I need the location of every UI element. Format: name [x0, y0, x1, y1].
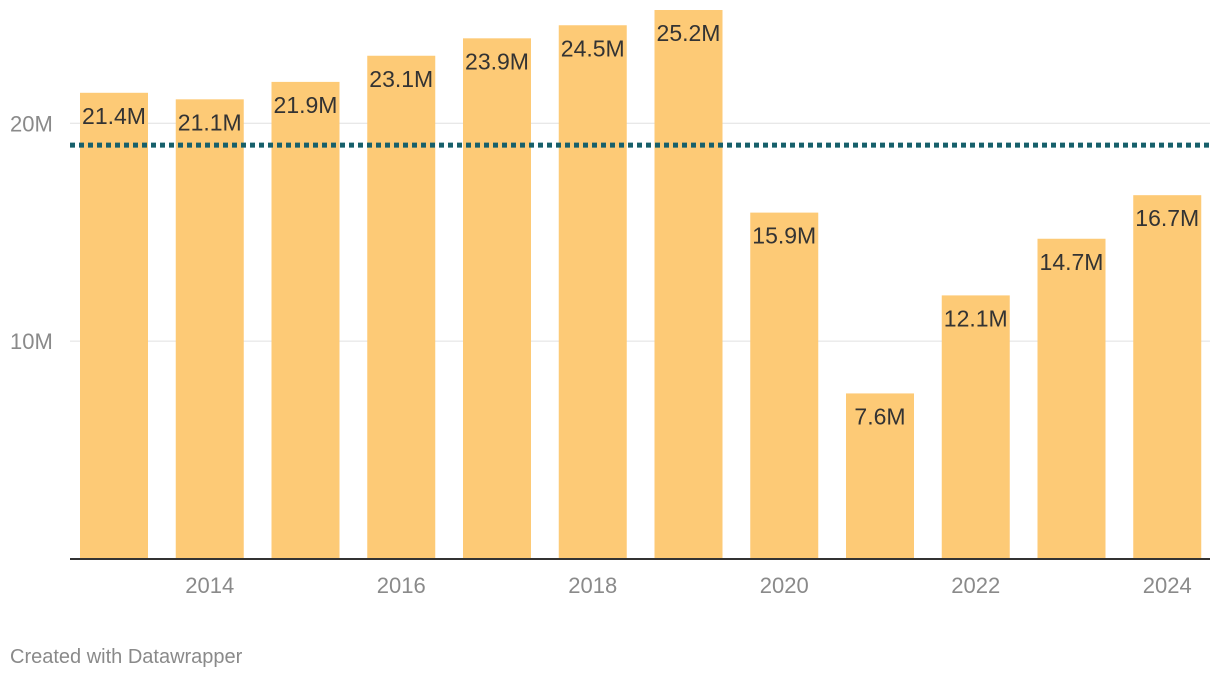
bar-chart: 10M 20M 21.4M 21.1M 21.9M 23.1M 23.9M 24.5M 25.2…	[10, 10, 1210, 598]
bar	[367, 55, 436, 559]
bar	[175, 99, 244, 560]
bar	[846, 393, 914, 559]
x-tick-label: 2024	[1143, 573, 1192, 598]
x-tick-label: 2016	[377, 573, 426, 598]
x-tick-label: 2014	[185, 573, 234, 598]
data-label: 21.4M	[82, 103, 146, 129]
data-label: 12.1M	[944, 305, 1008, 331]
bar	[750, 212, 819, 559]
bar	[1037, 238, 1106, 559]
data-label: 23.9M	[465, 48, 529, 74]
y-tick-label: 10M	[10, 329, 53, 354]
data-label: 21.9M	[274, 92, 338, 118]
datawrapper-credit: Created with Datawrapper	[10, 646, 243, 668]
data-label: 21.1M	[178, 109, 242, 135]
data-label: 16.7M	[1135, 205, 1199, 231]
x-tick-label: 2020	[760, 573, 809, 598]
bar	[1133, 195, 1202, 559]
bar	[654, 10, 723, 559]
x-tick-label: 2018	[568, 573, 617, 598]
bar	[271, 81, 340, 560]
data-label: 15.9M	[752, 223, 816, 249]
bar	[558, 25, 627, 559]
y-tick-label: 20M	[10, 111, 53, 136]
data-label: 25.2M	[657, 20, 721, 46]
data-label: 14.7M	[1040, 249, 1104, 275]
x-tick-label: 2022	[951, 573, 1000, 598]
bar	[80, 92, 148, 560]
data-label: 23.1M	[369, 66, 433, 92]
data-label: 7.6M	[854, 403, 905, 429]
bar	[463, 38, 531, 560]
data-label: 24.5M	[561, 35, 625, 61]
bar	[941, 295, 1010, 559]
